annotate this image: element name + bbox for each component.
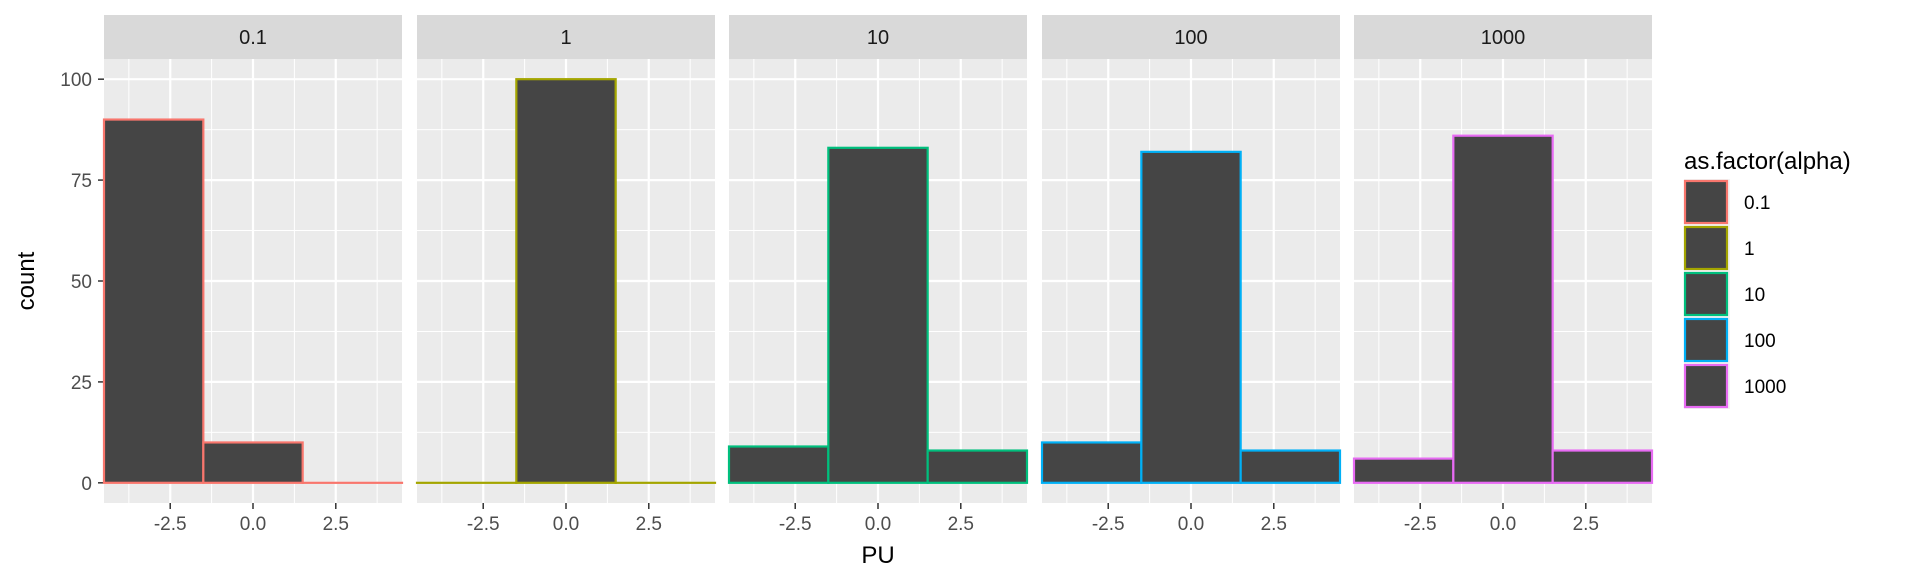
facet-strip — [729, 15, 1027, 59]
facet-strip — [417, 15, 715, 59]
facet-strip-label: 0.1 — [239, 27, 267, 49]
y-tick-label: 75 — [71, 171, 92, 192]
facet-strip-label: 10 — [867, 27, 889, 49]
legend-title: as.factor(alpha) — [1684, 148, 1851, 175]
x-tick-label: -2.5 — [1404, 514, 1437, 535]
histogram-bar — [1140, 150, 1242, 484]
x-tick-label: 0.0 — [865, 514, 891, 535]
histogram-bar — [102, 118, 205, 484]
legend-key-swatch — [1683, 317, 1729, 363]
x-tick-label: 2.5 — [1261, 514, 1287, 535]
facet-strip — [1354, 15, 1652, 59]
histogram-bar — [515, 78, 617, 484]
y-tick-label: 25 — [71, 373, 92, 394]
facet-strip-label: 100 — [1174, 27, 1207, 49]
facet-strip — [1042, 15, 1340, 59]
histogram-bar — [827, 146, 929, 484]
histogram-bar — [1239, 449, 1342, 484]
x-tick-label: -2.5 — [467, 514, 500, 535]
facet-panel-0.1: 0.1 -2.5 0.0 2.5 — [102, 15, 404, 535]
y-tick-label: 100 — [60, 70, 92, 91]
facet-strip — [104, 15, 402, 59]
histogram-bar — [1352, 457, 1455, 484]
legend-key-swatch — [1683, 271, 1729, 317]
histogram-bar — [1551, 449, 1654, 484]
y-axis-title: count — [13, 251, 40, 310]
x-tick-label: 2.5 — [948, 514, 974, 535]
facet-panel-100: 100 -2.5 0.0 2.5 — [1040, 15, 1342, 535]
legend-label: 10 — [1744, 285, 1765, 306]
x-tick-label: 2.5 — [636, 514, 662, 535]
facet-panel-1: 1 -2.5 0.0 2.5 — [415, 15, 717, 535]
y-tick-label: 50 — [71, 272, 92, 293]
x-tick-label: 2.5 — [1573, 514, 1599, 535]
legend-label: 100 — [1744, 331, 1776, 352]
legend-key-swatch — [1683, 363, 1729, 409]
x-tick-label: -2.5 — [779, 514, 812, 535]
x-tick-label: 0.0 — [240, 514, 266, 535]
x-tick-label: 2.5 — [323, 514, 349, 535]
legend-label: 0.1 — [1744, 193, 1770, 214]
histogram-bar — [1040, 441, 1143, 484]
facet-strip-label: 1000 — [1481, 27, 1526, 49]
legend-key-swatch — [1683, 179, 1729, 225]
legend-label: 1 — [1744, 239, 1755, 260]
facet-strip-label: 1 — [560, 27, 571, 49]
histogram-bar — [1452, 134, 1554, 484]
x-tick-label: 0.0 — [553, 514, 579, 535]
x-tick-label: 0.0 — [1490, 514, 1516, 535]
histogram-bar — [727, 445, 830, 484]
legend-label: 1000 — [1744, 377, 1786, 398]
histogram-bar — [926, 449, 1029, 484]
facet-panel-10: 10 -2.5 0.0 2.5 — [727, 15, 1029, 535]
x-tick-label: 0.0 — [1178, 514, 1204, 535]
x-axis-title: PU — [861, 542, 894, 569]
x-tick-label: -2.5 — [1092, 514, 1125, 535]
legend: as.factor(alpha) 0.1 1 10 100 1000 — [1683, 148, 1851, 409]
x-tick-label: -2.5 — [154, 514, 187, 535]
y-tick-label: 0 — [81, 474, 92, 495]
facet-panel-1000: 1000 -2.5 0.0 2.5 — [1352, 15, 1654, 535]
histogram-bar — [202, 441, 304, 484]
legend-key-swatch — [1683, 225, 1729, 271]
